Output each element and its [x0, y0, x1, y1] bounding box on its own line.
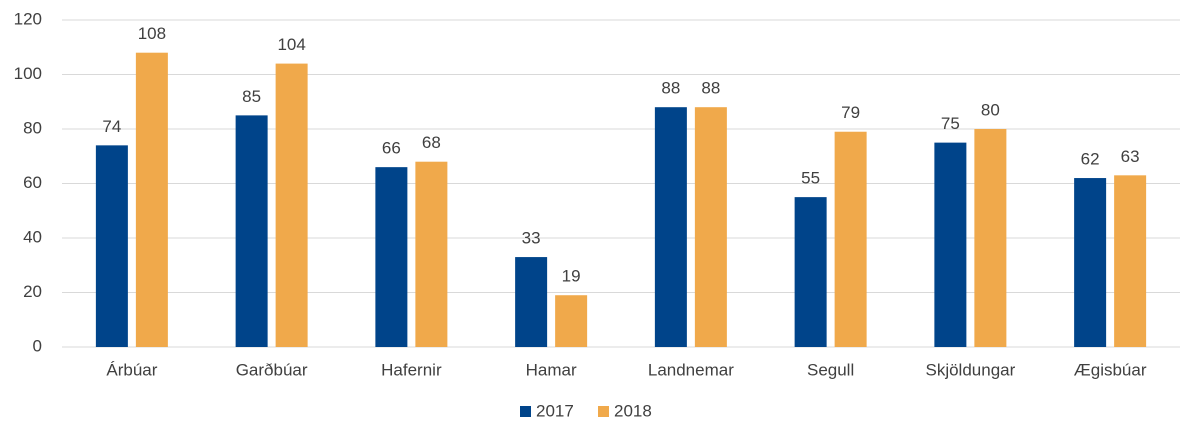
legend-swatch	[520, 406, 531, 417]
data-label: 33	[522, 229, 541, 248]
x-tick-label: Segull	[807, 360, 854, 379]
y-tick-label: 20	[23, 282, 42, 301]
data-label: 62	[1081, 150, 1100, 169]
x-tick-label: Garðbúar	[236, 360, 308, 379]
bar	[415, 161, 448, 347]
data-label: 66	[382, 139, 401, 158]
data-label: 108	[138, 24, 166, 43]
bar	[555, 295, 588, 347]
x-tick-label: Landnemar	[648, 360, 734, 379]
y-tick-label: 0	[33, 336, 42, 355]
x-tick-label: Hafernir	[381, 360, 442, 379]
legend-label: 2018	[614, 401, 652, 420]
bar	[694, 107, 727, 347]
x-tick-label: Skjöldungar	[925, 360, 1015, 379]
y-tick-label: 40	[23, 227, 42, 246]
data-label: 55	[801, 169, 820, 188]
data-label: 104	[277, 35, 305, 54]
data-label: 85	[242, 87, 261, 106]
data-label: 63	[1121, 147, 1140, 166]
bar	[834, 131, 867, 347]
data-label: 68	[422, 133, 441, 152]
data-label: 88	[701, 79, 720, 98]
bar	[794, 197, 827, 347]
bar	[974, 129, 1007, 347]
bar	[1074, 178, 1107, 347]
data-label: 80	[981, 100, 1000, 119]
bar	[235, 115, 268, 347]
bar	[375, 167, 408, 347]
x-tick-label: Árbúar	[106, 360, 157, 379]
data-label: 75	[941, 114, 960, 133]
legend-label: 2017	[536, 401, 574, 420]
y-tick-label: 60	[23, 173, 42, 192]
data-label: 79	[841, 103, 860, 122]
data-label: 19	[562, 267, 581, 286]
x-tick-label: Hamar	[526, 360, 577, 379]
y-tick-label: 100	[14, 64, 42, 83]
y-tick-label: 80	[23, 118, 42, 137]
y-tick-label: 120	[14, 9, 42, 28]
legend-swatch	[598, 406, 609, 417]
bar	[95, 145, 128, 347]
bar	[515, 257, 548, 347]
data-label: 74	[102, 117, 121, 136]
bar	[654, 107, 687, 347]
bar	[275, 63, 308, 347]
bar	[135, 52, 168, 347]
x-tick-label: Ægisbúar	[1074, 360, 1147, 379]
bar	[934, 142, 967, 347]
bar	[1114, 175, 1147, 347]
data-label: 88	[661, 79, 680, 98]
